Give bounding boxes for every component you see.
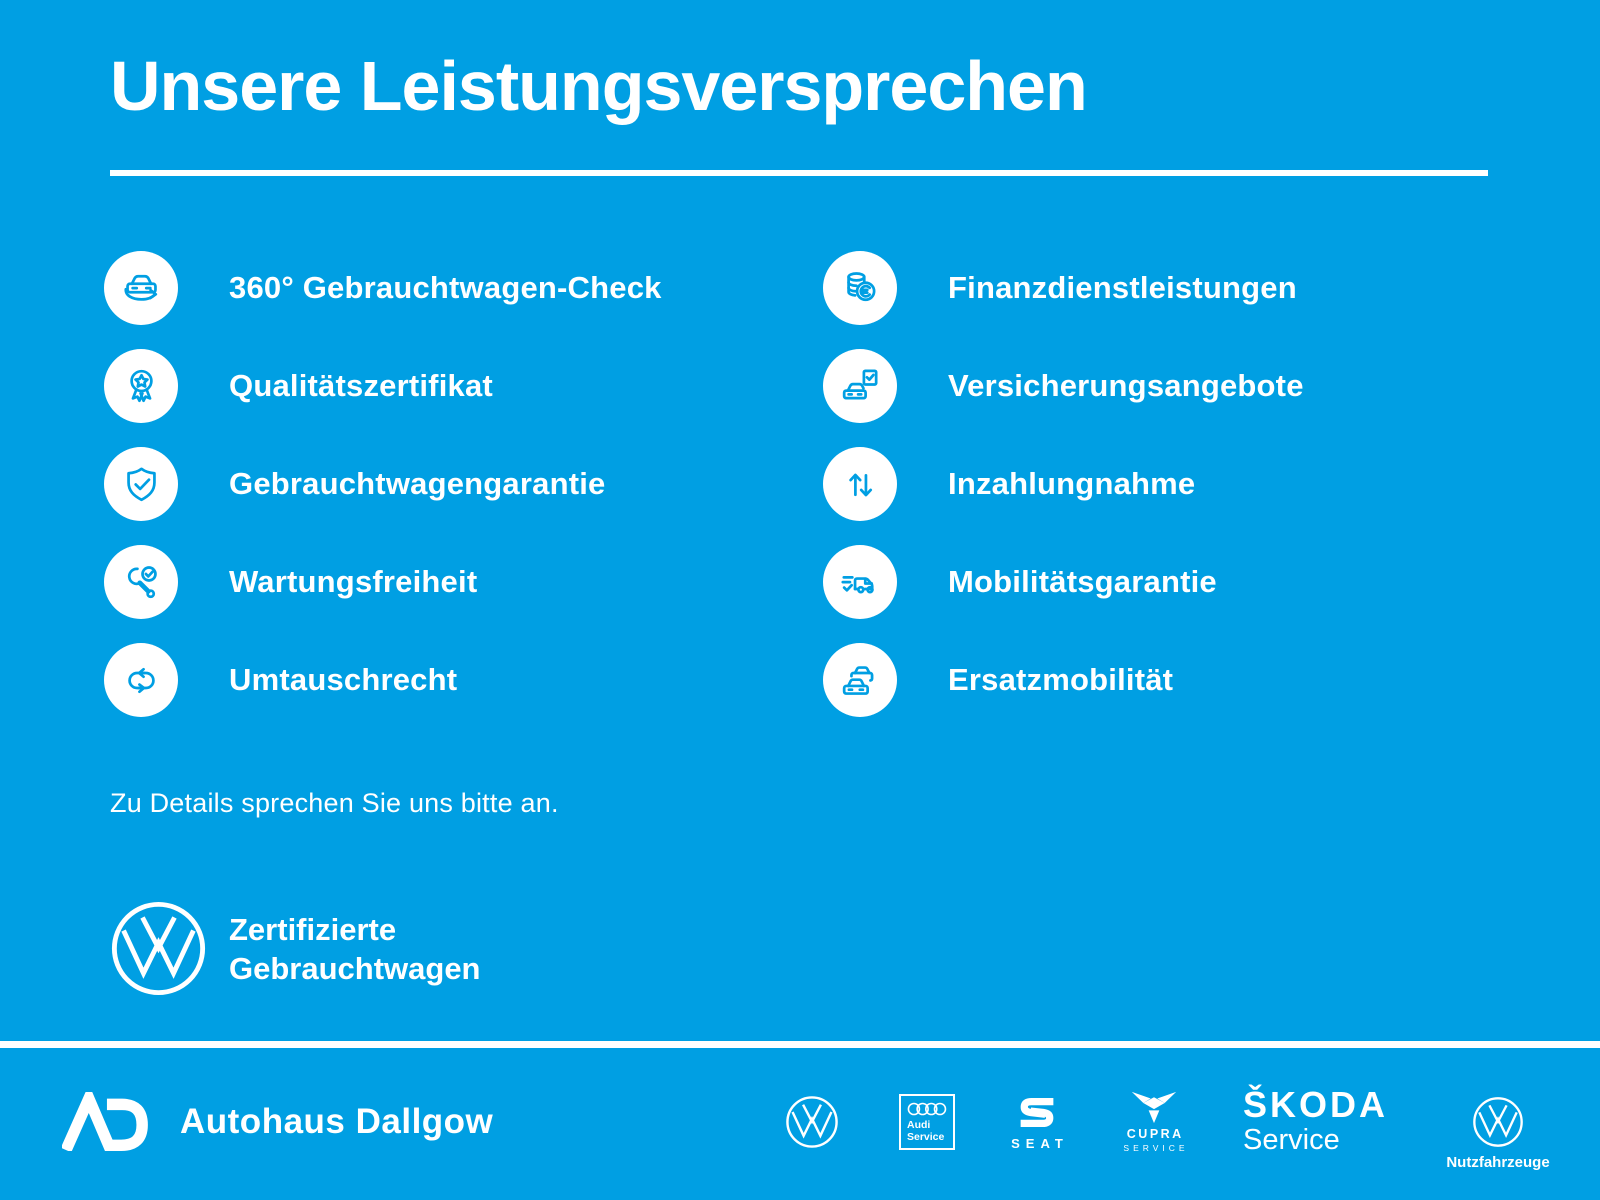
cupra-emblem-icon — [1131, 1091, 1177, 1124]
list-item: Ersatzmobilität — [823, 643, 1304, 717]
list-item-label: Wartungsfreiheit — [229, 564, 478, 599]
page-title: Unsere Leistungsversprechen — [110, 47, 1088, 125]
cupra-service-label: SERVICE — [1123, 1143, 1189, 1153]
audi-service-box: Audi Service — [899, 1094, 955, 1150]
list-item-label: Gebrauchtwagengarantie — [229, 466, 606, 501]
list-item-label: Qualitätszertifikat — [229, 368, 493, 403]
list-item: Wartungsfreiheit — [104, 545, 662, 619]
certified-used-cars-badge: Zertifizierte Gebrauchtwagen — [110, 900, 481, 997]
audi-service-label: Audi Service — [907, 1119, 948, 1143]
coins-euro-icon — [823, 251, 897, 325]
dealer-name: Autohaus Dallgow — [180, 1101, 494, 1141]
shield-check-icon — [104, 447, 178, 521]
car-checklist-icon — [823, 349, 897, 423]
skoda-wordmark: ŠKODA — [1243, 1084, 1389, 1125]
certified-line2: Gebrauchtwagen — [229, 950, 481, 986]
vw-roundel-icon — [1473, 1097, 1523, 1147]
arrows-up-down-icon — [823, 447, 897, 521]
van-motion-icon — [823, 545, 897, 619]
brand-audi-service: Audi Service — [899, 1094, 955, 1150]
vw-roundel-icon — [786, 1096, 838, 1148]
list-item-label: Ersatzmobilität — [948, 662, 1174, 697]
skoda-service-label: Service — [1243, 1124, 1340, 1156]
details-note: Zu Details sprechen Sie uns bitte an. — [110, 788, 559, 818]
list-item: Umtauschrecht — [104, 643, 662, 717]
list-item: Versicherungsangebote — [823, 349, 1304, 423]
seat-emblem-icon — [1020, 1097, 1054, 1128]
list-item: Mobilitätsgarantie — [823, 545, 1304, 619]
list-item: Inzahlungnahme — [823, 447, 1304, 521]
list-item-label: 360° Gebrauchtwagen-Check — [229, 270, 662, 305]
two-cars-icon — [823, 643, 897, 717]
certified-line1: Zertifizierte — [229, 911, 397, 947]
vw-logo-icon — [111, 901, 206, 996]
audi-rings-icon — [907, 1102, 947, 1116]
dealer-ad-monogram-icon — [62, 1092, 148, 1151]
audi-line1: Audi — [907, 1119, 931, 1131]
brand-cupra-service: CUPRA SERVICE — [1115, 1091, 1193, 1153]
list-item-label: Finanzdienstleistungen — [948, 270, 1297, 305]
promise-column-left: 360° Gebrauchtwagen-Check Qualitätszerti… — [104, 251, 662, 717]
list-item: Qualitätszertifikat — [104, 349, 662, 423]
brand-volkswagen — [785, 1095, 839, 1149]
brand-skoda-service: ŠKODA Service — [1243, 1087, 1388, 1156]
audi-line2: Service — [907, 1130, 945, 1143]
promise-column-right: Finanzdienstleistungen Versicherungsange… — [823, 251, 1304, 717]
dealer-identity: Autohaus Dallgow — [62, 1092, 493, 1151]
car-360-icon — [104, 251, 178, 325]
cupra-wordmark: CUPRA — [1126, 1127, 1184, 1141]
list-item: Gebrauchtwagengarantie — [104, 447, 662, 521]
title-underline — [110, 170, 1488, 176]
list-item-label: Mobilitätsgarantie — [948, 564, 1217, 599]
wrench-check-icon — [104, 545, 178, 619]
list-item-label: Versicherungsangebote — [948, 368, 1304, 403]
nutzfahrzeuge-caption: Nutzfahrzeuge — [1446, 1154, 1550, 1171]
list-item-label: Umtauschrecht — [229, 662, 458, 697]
seat-wordmark: SEAT — [1011, 1136, 1069, 1151]
exchange-arrows-icon — [104, 643, 178, 717]
brand-seat: SEAT — [1000, 1096, 1074, 1151]
list-item: Finanzdienstleistungen — [823, 251, 1304, 325]
list-item: 360° Gebrauchtwagen-Check — [104, 251, 662, 325]
quality-seal-icon — [104, 349, 178, 423]
footer: Autohaus Dallgow Audi Service — [0, 1048, 1600, 1200]
list-item-label: Inzahlungnahme — [948, 466, 1196, 501]
certified-text: Zertifizierte Gebrauchtwagen — [229, 910, 481, 988]
footer-divider — [0, 1041, 1600, 1048]
brand-vw-nutzfahrzeuge: Nutzfahrzeuge — [1446, 1096, 1550, 1171]
